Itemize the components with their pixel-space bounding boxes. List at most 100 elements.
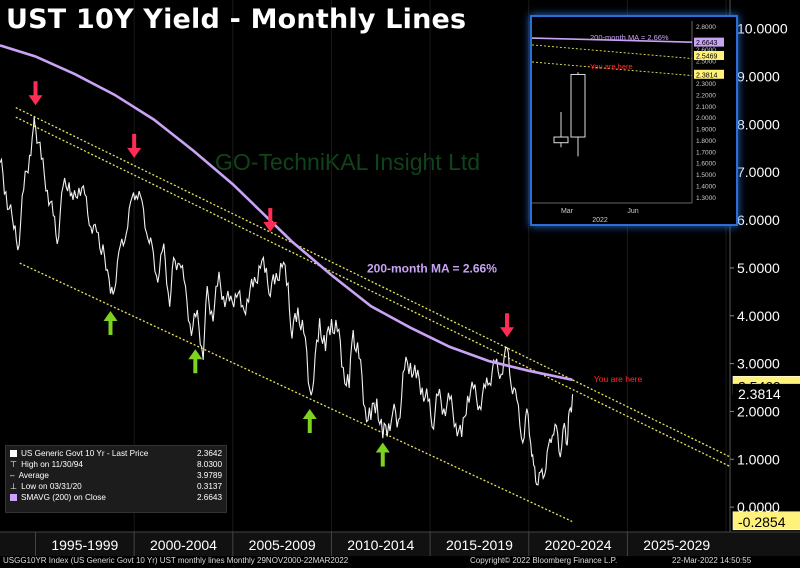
inset-y-tick-label: 1.3000	[696, 195, 716, 202]
inset-ma-annotation: 200-month MA = 2.66%	[590, 33, 669, 42]
legend-row-smavg: SMAVG (200) on Close 2.6643	[10, 492, 222, 503]
ma-annotation: 200-month MA = 2.66%	[367, 262, 497, 276]
x-axis-panel	[0, 532, 800, 556]
inset-price-tag-3	[694, 69, 724, 79]
chart-title: UST 10Y Yield - Monthly Lines	[6, 4, 467, 35]
inset-y-tick-label: 1.9000	[696, 127, 716, 134]
inset-you-are-here: You are here	[590, 62, 633, 71]
footer-source: USGG10YR Index (US Generic Govt 10 Yr) U…	[3, 556, 349, 565]
inset-y-tick-label: 2.3000	[696, 81, 716, 88]
price-tag-label-2: 2.3814	[738, 386, 781, 402]
inset-price-tag-1	[694, 37, 724, 47]
green-arrow-3-head	[302, 409, 317, 420]
inset-y-tick-label: 1.5000	[696, 172, 716, 179]
red-arrow-3-shaft	[268, 208, 273, 225]
channel-line-2	[15, 116, 731, 468]
x-tick-label: 1995-1999	[51, 537, 118, 553]
inset-channel-lower	[532, 61, 693, 77]
y-tick-label: 0.0000	[737, 499, 780, 515]
red-arrow-1	[28, 81, 43, 106]
green-arrow-2-head	[188, 349, 203, 360]
red-arrow-4-shaft	[505, 313, 510, 330]
green-arrow-2-shaft	[193, 357, 198, 374]
green-arrow-4	[375, 442, 390, 467]
red-arrow-3-head	[263, 222, 278, 233]
x-tick-label: 2020-2024	[545, 537, 612, 553]
x-tick-label: 2025-2029	[643, 537, 710, 553]
y-axis-panel	[730, 0, 800, 532]
legend-row-high: ⊤ High on 11/30/94 8.0300	[10, 460, 222, 469]
inset-y-tick-label: 2.5000	[696, 58, 716, 65]
green-arrow-1-shaft	[108, 318, 113, 335]
red-arrow-4-head	[500, 327, 515, 338]
red-arrow-3	[263, 208, 278, 233]
inset-y-tick-label: 1.4000	[696, 183, 716, 190]
y-tick-label: 10.0000	[737, 21, 788, 37]
inset-plot: 200-month MA = 2.66% You are here 2.8000 2.…	[532, 21, 724, 224]
inset-year-label: 2022	[592, 217, 608, 224]
green-arrow-1	[103, 310, 118, 335]
legend-row-low: ⊥ Low on 03/31/20 0.3137	[10, 482, 222, 491]
y-tick-label: 5.0000	[737, 260, 780, 276]
low-marker-icon: ⊥	[10, 482, 18, 491]
channel-line-3	[19, 262, 573, 523]
x-tick-label: 2010-2014	[347, 537, 414, 553]
y-tick-label: 4.0000	[737, 308, 780, 324]
green-arrow-3	[302, 409, 317, 434]
inset-price-tag-label-1: 2.6643	[696, 40, 718, 47]
footer-timestamp: 22-Mar-2022 14:50:55	[672, 556, 752, 565]
footer-copyright: Copyright© 2022 Bloomberg Finance L.P.	[470, 556, 618, 565]
y-tick-label: 7.0000	[737, 164, 780, 180]
inset-price-tag-label-2: 2.5469	[696, 53, 718, 60]
green-arrow-3-shaft	[307, 417, 312, 434]
inset-candle-body-2	[570, 73, 586, 138]
inset-y-tick-label: 2.2000	[696, 92, 716, 99]
inset-candle-body-1	[553, 136, 569, 144]
y-tick-label: 9.0000	[737, 69, 780, 85]
footer: USGG10YR Index (US Generic Govt 10 Yr) U…	[0, 556, 800, 568]
price-tag-label-3: -0.2854	[738, 514, 786, 530]
x-tick-label: 2005-2009	[249, 537, 316, 553]
legend-row-average: – Average 3.9789	[10, 471, 222, 480]
inset-price-tag-2	[694, 50, 724, 60]
inset-y-tick-label: 1.7000	[696, 149, 716, 156]
y-tick-label: 3.0000	[737, 356, 780, 372]
inset-y-tick-label: 2.6000	[696, 47, 716, 54]
high-marker-icon: ⊤	[10, 460, 18, 469]
inset-ma-line	[532, 37, 693, 43]
channel-line-1	[15, 107, 731, 458]
red-arrow-2-head	[127, 147, 142, 158]
inset-y-tick-label: 1.6000	[696, 161, 716, 168]
red-arrow-1-head	[28, 95, 43, 106]
inset-channel-upper	[532, 44, 693, 59]
red-arrow-2-shaft	[132, 133, 137, 150]
inset-x-tick-label: Mar	[561, 208, 574, 215]
y-tick-label: 1.0000	[737, 451, 780, 467]
x-tick-label: 2015-2019	[446, 537, 513, 553]
green-arrow-2	[188, 349, 203, 374]
green-arrow-4-shaft	[380, 450, 385, 467]
red-arrow-4	[500, 313, 515, 338]
price-tag-3	[732, 511, 800, 531]
inset-y-tick-label: 2.1000	[696, 104, 716, 111]
legend: US Generic Govt 10 Yr - Last Price 2.364…	[5, 445, 227, 513]
x-tick-label: 2000-2004	[150, 537, 217, 553]
legend-row-last-price: US Generic Govt 10 Yr - Last Price 2.364…	[10, 448, 222, 459]
yield-series-line	[0, 116, 574, 486]
legend-swatch-last-price	[10, 450, 17, 457]
green-arrow-1-head	[103, 310, 118, 321]
watermark: GO-TechniKAL Insight Ltd	[215, 149, 480, 175]
inset-y-tick-label: 2.8000	[696, 24, 716, 31]
green-arrow-4-head	[375, 442, 390, 453]
inset-price-tag-label-3: 2.3814	[696, 72, 718, 79]
legend-swatch-smavg	[10, 494, 17, 501]
red-arrow-2	[127, 133, 142, 158]
y-tick-label: 8.0000	[737, 116, 780, 132]
inset-x-tick-label: Jun	[627, 208, 638, 215]
y-tick-label: 6.0000	[737, 212, 780, 228]
red-arrow-1-shaft	[33, 81, 38, 98]
average-marker-icon: –	[10, 471, 15, 480]
ma-200-line	[0, 44, 573, 382]
you-are-here-label: You are here	[594, 374, 643, 384]
